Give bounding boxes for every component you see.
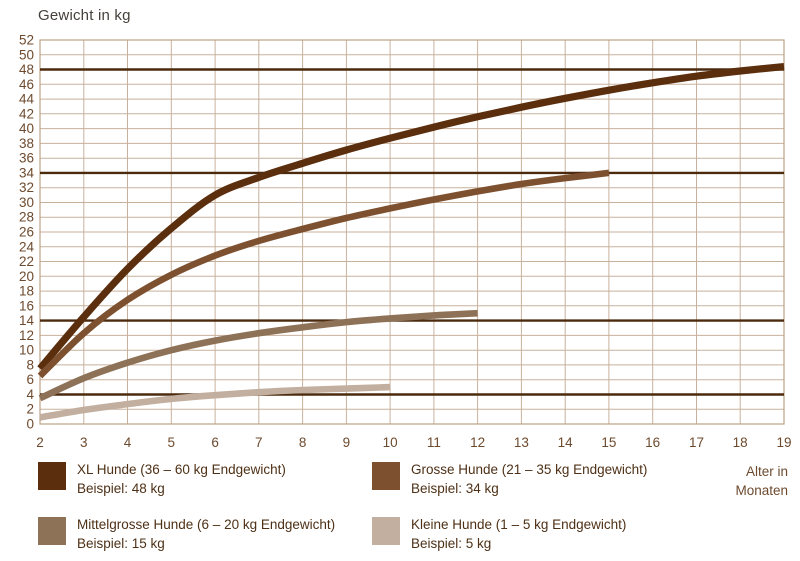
- svg-text:15: 15: [601, 435, 616, 450]
- svg-text:9: 9: [343, 435, 351, 450]
- y-axis-title: Gewicht in kg: [38, 7, 131, 24]
- svg-text:50: 50: [19, 47, 34, 62]
- svg-text:30: 30: [19, 195, 34, 210]
- legend-item-mittelgrosse-hunde: Mittelgrosse Hunde (6 – 20 kg Endgewicht…: [38, 515, 372, 553]
- svg-text:8: 8: [299, 435, 307, 450]
- growth-chart-svg: 0246810121416182022242628303234363840424…: [19, 33, 792, 451]
- legend-item-xl-hunde: XL Hunde (36 – 60 kg Endgewicht) Beispie…: [38, 460, 372, 500]
- svg-text:28: 28: [19, 210, 34, 225]
- legend-example-grosse-hunde: Beispiel: 34 kg: [411, 481, 499, 496]
- svg-text:14: 14: [19, 313, 35, 328]
- series-line-2: [38, 309, 478, 402]
- svg-text:20: 20: [19, 269, 34, 284]
- y-tick-labels: 0246810121416182022242628303234363840424…: [19, 33, 35, 432]
- svg-text:44: 44: [19, 92, 35, 107]
- svg-text:10: 10: [19, 343, 34, 358]
- series-line-1: [37, 169, 610, 379]
- svg-text:22: 22: [19, 254, 34, 269]
- svg-text:2: 2: [26, 402, 34, 417]
- svg-text:4: 4: [26, 387, 34, 402]
- svg-text:42: 42: [19, 106, 34, 121]
- svg-text:18: 18: [19, 284, 34, 299]
- svg-text:5: 5: [168, 435, 176, 450]
- legend-label-grosse-hunde: Grosse Hunde (21 – 35 kg Endgewicht): [411, 462, 648, 477]
- gridlines: [39, 39, 785, 425]
- svg-text:7: 7: [255, 435, 263, 450]
- svg-text:17: 17: [689, 435, 704, 450]
- series-line-0: [37, 63, 785, 371]
- svg-text:8: 8: [26, 357, 34, 372]
- legend-swatch-mittelgrosse-hunde: [38, 517, 66, 545]
- x-axis-label: Alter in Monaten: [735, 464, 788, 498]
- legend-item-kleine-hunde: Kleine Hunde (1 – 5 kg Endgewicht) Beisp…: [372, 515, 702, 553]
- legend-example-xl-hunde: Beispiel: 48 kg: [77, 481, 165, 496]
- legend-swatch-xl-hunde: [38, 462, 66, 490]
- svg-text:10: 10: [383, 435, 398, 450]
- svg-text:19: 19: [776, 435, 791, 450]
- svg-text:26: 26: [19, 225, 34, 240]
- svg-text:34: 34: [19, 165, 35, 180]
- svg-text:6: 6: [26, 372, 34, 387]
- svg-text:0: 0: [26, 417, 34, 432]
- chart-legend: XL Hunde (36 – 60 kg Endgewicht) Beispie…: [38, 460, 790, 553]
- legend-swatch-kleine-hunde: [372, 517, 400, 545]
- svg-text:40: 40: [19, 121, 34, 136]
- svg-text:24: 24: [19, 239, 35, 254]
- svg-text:48: 48: [19, 62, 34, 77]
- svg-text:52: 52: [19, 33, 34, 48]
- svg-text:4: 4: [124, 435, 132, 450]
- svg-text:16: 16: [645, 435, 660, 450]
- svg-text:6: 6: [211, 435, 219, 450]
- series-line-3: [39, 383, 391, 421]
- svg-text:3: 3: [80, 435, 88, 450]
- svg-text:18: 18: [733, 435, 748, 450]
- svg-text:11: 11: [427, 435, 441, 450]
- plot-border: [39, 39, 785, 425]
- reference-lines: [40, 68, 784, 396]
- svg-text:46: 46: [19, 77, 34, 92]
- legend-label-kleine-hunde: Kleine Hunde (1 – 5 kg Endgewicht): [411, 517, 627, 532]
- svg-text:16: 16: [19, 298, 34, 313]
- legend-spacer: [702, 515, 790, 553]
- svg-text:12: 12: [470, 435, 485, 450]
- legend-example-mittelgrosse-hunde: Beispiel: 15 kg: [77, 536, 165, 551]
- svg-text:2: 2: [36, 435, 44, 450]
- svg-text:14: 14: [558, 435, 574, 450]
- legend-item-grosse-hunde: Grosse Hunde (21 – 35 kg Endgewicht) Bei…: [372, 460, 702, 500]
- svg-text:36: 36: [19, 151, 34, 166]
- legend-label-xl-hunde: XL Hunde (36 – 60 kg Endgewicht): [77, 462, 286, 477]
- svg-text:32: 32: [19, 180, 34, 195]
- legend-example-kleine-hunde: Beispiel: 5 kg: [411, 536, 492, 551]
- svg-text:12: 12: [19, 328, 34, 343]
- legend-swatch-grosse-hunde: [372, 462, 400, 490]
- x-tick-labels: 2 3 4 5 6 7 8 9 10 11 12 13 14 15 16 17 18 19: [36, 435, 791, 450]
- svg-text:38: 38: [19, 136, 34, 151]
- svg-text:13: 13: [514, 435, 529, 450]
- legend-label-mittelgrosse-hunde: Mittelgrosse Hunde (6 – 20 kg Endgewicht…: [77, 517, 336, 532]
